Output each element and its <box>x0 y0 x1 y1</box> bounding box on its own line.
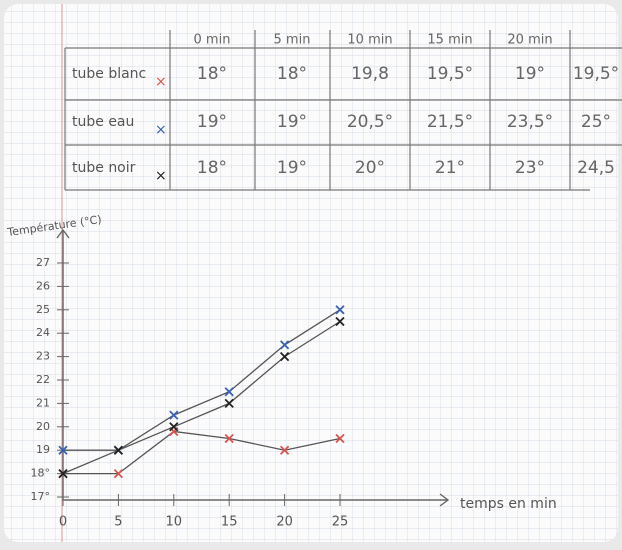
column-header: 15 min <box>427 33 472 48</box>
row-label: tube eau <box>72 114 134 130</box>
table-cell: 19° <box>277 112 307 132</box>
table-cell: 23° <box>515 158 545 178</box>
x-tick-label: 20 <box>276 515 293 530</box>
table-cell: 25° <box>581 112 611 132</box>
x-tick-label: 10 <box>166 515 183 530</box>
table-cell: 19° <box>277 158 307 178</box>
row-marker: × <box>155 74 167 90</box>
table-cell: 23,5° <box>507 112 553 132</box>
column-header: 20 min <box>507 33 552 48</box>
y-tick-label: 25 <box>36 303 50 316</box>
y-tick-label: 18° <box>31 467 51 480</box>
y-tick-label: 23 <box>36 350 50 363</box>
table-cell: 21,5° <box>427 112 473 132</box>
x-tick-label: 5 <box>114 515 122 530</box>
y-tick-label: 26 <box>36 279 50 292</box>
x-axis-label: temps en min <box>460 496 557 512</box>
table-cell: 18° <box>197 158 227 178</box>
grid-paper <box>4 4 618 542</box>
table-cell: 19° <box>197 112 227 132</box>
row-marker: × <box>155 168 167 184</box>
y-tick-label: 20 <box>36 420 50 433</box>
table-cell: 24,5 <box>577 158 615 178</box>
row-marker: × <box>155 122 167 138</box>
y-tick-label: 24 <box>36 326 50 339</box>
column-header: 5 min <box>274 33 311 48</box>
table-cell: 21° <box>435 158 465 178</box>
table-cell: 18° <box>197 64 227 84</box>
y-tick-label: 19 <box>36 443 50 456</box>
column-header: 0 min <box>194 33 231 48</box>
x-tick-label: 0 <box>59 515 67 530</box>
x-tick-label: 25 <box>332 515 349 530</box>
table-cell: 20,5° <box>347 112 393 132</box>
y-tick-label: 17° <box>31 490 51 503</box>
row-label: tube blanc <box>72 66 146 82</box>
notebook-photo: Température (°C) temps en min 0 min5 min… <box>0 0 622 546</box>
row-label: tube noir <box>72 160 136 176</box>
table-cell: 18° <box>277 64 307 84</box>
y-tick-label: 22 <box>36 373 50 386</box>
table-cell: 20° <box>355 158 385 178</box>
column-header: 10 min <box>347 33 392 48</box>
y-tick-label: 27 <box>36 256 50 269</box>
x-tick-label: 15 <box>221 515 238 530</box>
y-tick-label: 21 <box>36 396 50 409</box>
page: Température (°C) temps en min 0 min5 min… <box>0 0 622 546</box>
table-cell: 19,8 <box>351 64 389 84</box>
table-cell: 19° <box>515 64 545 84</box>
table-cell: 19,5° <box>427 64 473 84</box>
table-cell: 19,5° <box>573 64 619 84</box>
